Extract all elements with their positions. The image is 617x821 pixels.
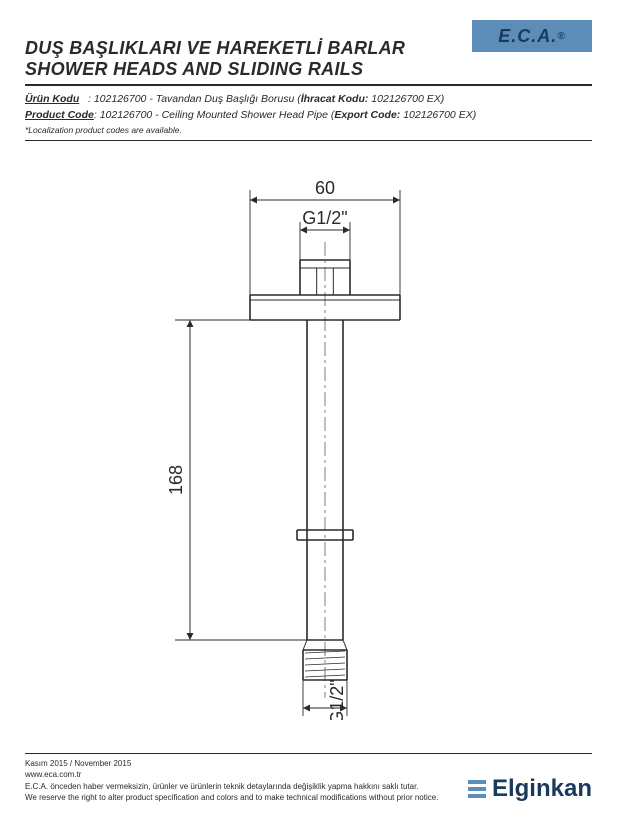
brand-logo-reg: ® [557, 31, 565, 42]
footer-brand-text: Elginkan [492, 775, 592, 803]
footer-logo-bars-icon [468, 780, 486, 798]
svg-text:G1/2": G1/2" [302, 208, 347, 228]
drawing-svg: 60 G1/2" 168 G1/2" [0, 160, 617, 720]
product-note: *Localization product codes are availabl… [25, 124, 592, 137]
product-line-tr: Ürün Kodu : 102126700 - Tavandan Duş Baş… [25, 92, 592, 108]
footer: Kasım 2015 / November 2015 www.eca.com.t… [25, 753, 592, 803]
svg-text:168: 168 [166, 465, 186, 495]
product-divider [25, 140, 592, 141]
header-divider [25, 84, 592, 86]
brand-logo-top: E.C.A.® [472, 20, 592, 52]
svg-text:60: 60 [315, 178, 335, 198]
technical-drawing: 60 G1/2" 168 G1/2" [0, 160, 617, 720]
footer-date: Kasım 2015 / November 2015 [25, 758, 592, 769]
footer-divider [25, 753, 592, 754]
product-info: Ürün Kodu : 102126700 - Tavandan Duş Baş… [25, 92, 592, 136]
page-title-en: SHOWER HEADS AND SLIDING RAILS [25, 59, 592, 80]
brand-logo-text: E.C.A. [498, 26, 557, 47]
product-line-en: Product Code: 102126700 - Ceiling Mounte… [25, 108, 592, 124]
svg-text:G1/2": G1/2" [327, 679, 347, 720]
footer-brand-logo: Elginkan [468, 775, 592, 803]
